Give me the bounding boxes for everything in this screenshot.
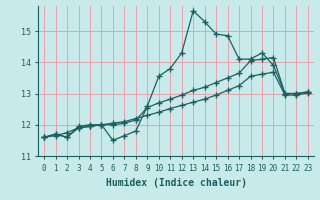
X-axis label: Humidex (Indice chaleur): Humidex (Indice chaleur): [106, 178, 246, 188]
